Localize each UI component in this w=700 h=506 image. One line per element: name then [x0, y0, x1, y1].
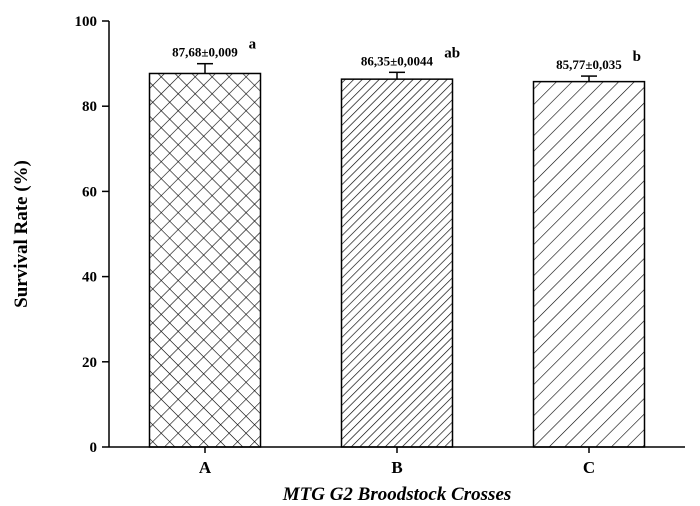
data-label-a: 87,68±0,009: [172, 45, 238, 60]
bars: 87,68±0,009 a 86,35±0,0044 ab 85,77±0,035 b: [148, 37, 646, 448]
y-tick-label: 100: [75, 14, 98, 30]
x-axis-title: MTG G2 Broodstock Crosses: [282, 484, 512, 505]
y-tick-label: 40: [82, 270, 97, 286]
y-axis-title: Survival Rate (%): [11, 160, 32, 308]
significance-label-b: ab: [444, 45, 460, 61]
y-axis: 0 20 40 60 80 100: [75, 14, 110, 456]
y-tick-label: 60: [82, 184, 97, 200]
y-tick-label: 20: [82, 355, 97, 371]
x-ticks: A B C: [199, 447, 595, 477]
significance-label-a: a: [249, 37, 257, 53]
x-tick-label: A: [199, 458, 212, 477]
bar-a: [148, 72, 262, 448]
significance-label-c: b: [633, 49, 641, 65]
data-label-b: 86,35±0,0044: [361, 53, 434, 68]
y-tick-label: 80: [82, 99, 97, 115]
x-axis: A B C: [109, 446, 685, 477]
bar-c: [532, 80, 646, 448]
bar-b: [340, 78, 454, 448]
x-tick-label: C: [583, 458, 595, 477]
data-label-c: 85,77±0,035: [556, 57, 622, 72]
y-ticks: 0 20 40 60 80 100: [75, 14, 109, 456]
y-tick-label: 0: [90, 440, 98, 456]
x-tick-label: B: [391, 458, 402, 477]
